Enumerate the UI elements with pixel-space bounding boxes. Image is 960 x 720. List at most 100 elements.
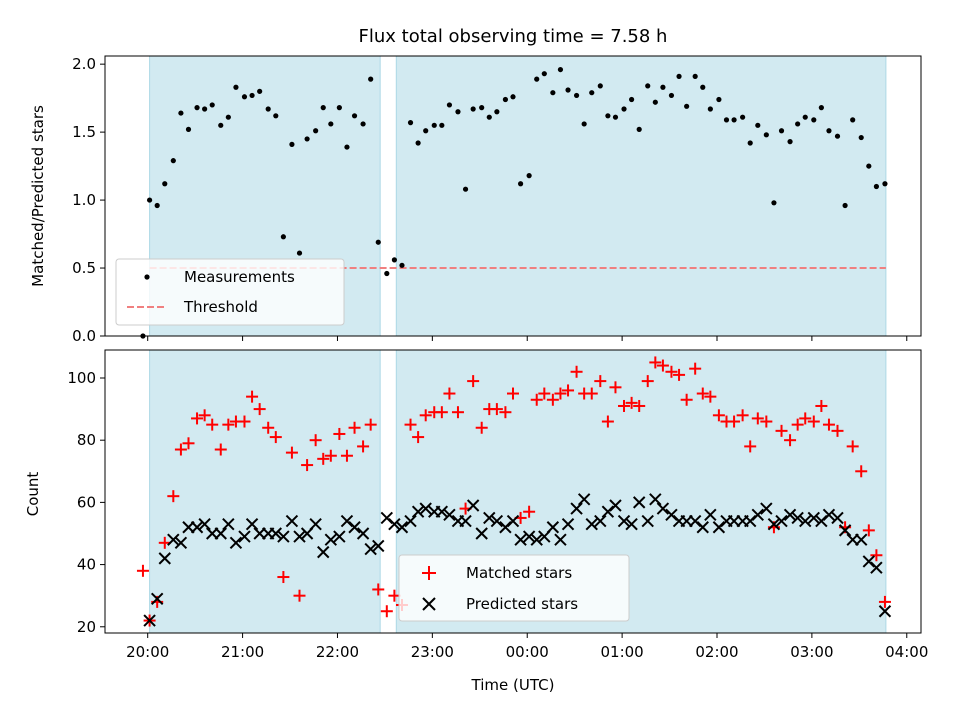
matched-star-point <box>380 605 393 618</box>
matched-star-point <box>191 412 204 425</box>
measurement-point <box>605 113 611 119</box>
bottom-ytick-label: 100 <box>67 369 96 387</box>
top-observing-window-1 <box>395 55 887 337</box>
matched-star-point <box>784 434 797 447</box>
predicted-star-point <box>317 545 330 559</box>
predicted-star-point <box>831 511 844 525</box>
matched-star-point <box>443 387 456 400</box>
matched-star-point <box>712 409 725 422</box>
measurement-point <box>439 122 445 128</box>
matched-star-point <box>530 393 543 406</box>
matched-star-point <box>609 381 622 394</box>
predicted-star-point <box>411 505 425 518</box>
measurement-point <box>723 117 730 123</box>
measurement-point <box>565 87 571 93</box>
measurement-point <box>787 139 793 145</box>
measurement-point <box>850 117 856 123</box>
matched-star-point <box>822 418 835 431</box>
predicted-star-point <box>466 499 480 512</box>
bottom-xtick-label: 23:00 <box>411 643 454 661</box>
predicted-star-point <box>838 524 852 537</box>
matched-star-point <box>301 459 314 472</box>
measurement-point <box>178 110 184 116</box>
matched-star-point <box>253 403 266 416</box>
matched-star-point <box>728 415 741 428</box>
matched-star-point <box>680 393 693 406</box>
measurement-point <box>873 183 880 190</box>
predicted-star-point <box>807 511 820 525</box>
measurement-point <box>415 140 421 146</box>
legend-predicted-label: Predicted stars <box>466 595 578 613</box>
x-axis-label: Time (UTC) <box>471 676 555 694</box>
matched-star-point <box>158 536 171 549</box>
matched-star-point <box>269 431 282 444</box>
matched-star-point <box>775 424 788 437</box>
predicted-star-point <box>324 533 338 546</box>
measurement-point <box>700 84 706 90</box>
measurement-point <box>668 92 675 99</box>
measurement-point <box>652 99 658 105</box>
measurement-point <box>304 136 310 142</box>
measurement-point <box>676 73 682 79</box>
predicted-star-point <box>656 502 670 515</box>
bottom-xtick-label: 00:00 <box>506 643 549 661</box>
matched-star-point <box>649 356 662 369</box>
measurement-point <box>233 84 239 90</box>
measurement-point <box>391 257 397 263</box>
legend-threshold-label: Threshold <box>183 298 258 316</box>
matched-star-point <box>467 375 480 388</box>
matched-star-point <box>451 406 464 419</box>
measurement-point <box>771 200 777 206</box>
predicted-star-point <box>649 493 662 506</box>
measurement-point <box>455 109 461 115</box>
matched-star-point <box>625 396 638 409</box>
predicted-star-point <box>475 527 488 540</box>
measurement-point <box>636 126 642 132</box>
top-ytick-label: 1.0 <box>72 191 96 209</box>
matched-star-point <box>333 427 346 440</box>
measurement-point <box>384 270 390 277</box>
predicted-star-point <box>150 592 164 605</box>
matched-star-point <box>736 409 749 422</box>
predicted-star-point <box>174 536 188 550</box>
measurement-point <box>407 120 414 126</box>
predicted-star-point <box>641 514 654 528</box>
bottom-legend-box <box>398 554 630 622</box>
measurement-point <box>621 106 627 112</box>
measurement-point <box>882 181 888 187</box>
predicted-star-point <box>214 527 227 540</box>
matched-star-point <box>412 431 425 444</box>
top-ytick-label: 0.5 <box>72 259 96 277</box>
measurement-point <box>344 144 350 150</box>
bottom-ytick-label: 40 <box>77 556 96 574</box>
measurement-point <box>866 163 872 169</box>
bottom-xtick-label: 20:00 <box>126 643 169 661</box>
predicted-star-point <box>546 521 560 534</box>
legend-measurements-label: Measurements <box>184 268 295 286</box>
matched-star-point <box>340 449 353 462</box>
matched-star-point <box>262 421 275 434</box>
predicted-star-point <box>822 508 836 522</box>
measurement-point <box>716 96 722 103</box>
matched-star-point <box>704 390 717 403</box>
measurement-point <box>368 76 374 82</box>
measurement-point <box>795 121 801 127</box>
matched-star-point <box>475 421 488 434</box>
matched-star-point <box>641 375 654 388</box>
measurement-point <box>526 173 532 179</box>
measurement-point <box>494 109 500 115</box>
matched-star-point <box>246 390 259 403</box>
measurement-point <box>280 234 286 240</box>
measurement-point <box>589 90 595 96</box>
matched-star-point <box>435 406 448 419</box>
measurement-point <box>154 202 160 209</box>
predicted-star-point <box>514 533 527 546</box>
measurement-point <box>296 250 303 256</box>
matched-star-point <box>388 589 401 602</box>
matched-star-point <box>807 415 820 428</box>
matched-star-point <box>689 362 702 375</box>
predicted-star-point <box>760 502 773 515</box>
predicted-star-point <box>577 493 591 506</box>
matched-star-point <box>364 418 377 431</box>
matched-star-point <box>585 387 598 400</box>
